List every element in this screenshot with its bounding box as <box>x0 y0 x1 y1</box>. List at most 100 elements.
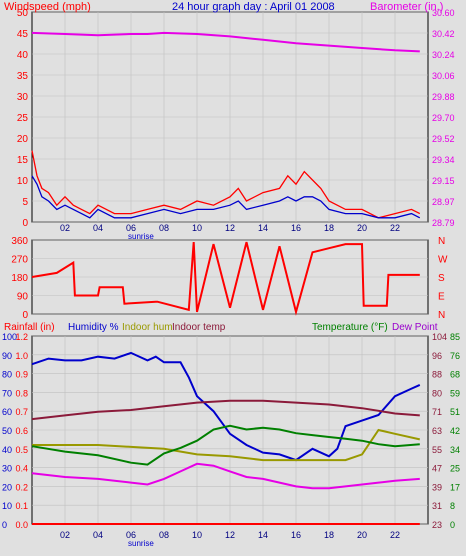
dew-point-tick-label: 8 <box>450 501 455 511</box>
rainfall-tick-label: 0.5 <box>15 445 28 455</box>
barometer-tick-label: 29.88 <box>432 92 455 102</box>
windspeed-tick-label: 50 <box>17 8 29 19</box>
dew-point-tick-label: 85 <box>450 332 460 342</box>
rainfall-tick-label: 0.9 <box>15 370 28 380</box>
temperature-tick-label: 104 <box>432 332 447 342</box>
humidity-tick-label: 40 <box>2 445 12 455</box>
compass-label: S <box>438 273 445 284</box>
hour-tick-label: 18 <box>324 223 334 233</box>
direction-degree-label: 90 <box>17 292 29 303</box>
windspeed-tick-label: 0 <box>22 218 28 229</box>
hour-tick-label: 14 <box>258 530 268 540</box>
legend-rainfall: Rainfall (in) <box>4 322 55 333</box>
dew-point-tick-label: 25 <box>450 464 460 474</box>
barometer-tick-label: 30.60 <box>432 8 455 18</box>
hour-tick-label: 16 <box>291 530 301 540</box>
legend-dew-point: Dew Point <box>392 322 438 333</box>
temperature-tick-label: 55 <box>432 445 442 455</box>
barometer-axis-title: Barometer (in.) <box>370 1 443 13</box>
dew-point-line <box>31 462 420 490</box>
hour-tick-label: 12 <box>225 530 235 540</box>
humidity-tick-label: 30 <box>2 464 12 474</box>
dew-point-tick-label: 34 <box>450 445 460 455</box>
barometer-tick-label: 29.70 <box>432 113 455 123</box>
windspeed-line <box>31 150 421 219</box>
temperature-tick-label: 23 <box>432 520 442 530</box>
dew-point-tick-label: 0 <box>450 520 455 530</box>
temperature-line <box>31 424 420 466</box>
rainfall-tick-label: 0.0 <box>15 520 28 530</box>
dew-point-tick-label: 17 <box>450 482 460 492</box>
barometer-line <box>31 31 420 53</box>
indoor-humidity-line <box>32 428 421 462</box>
windspeed-tick-label: 35 <box>17 71 29 82</box>
windspeed-axis-title: Windspeed (mph) <box>4 1 91 13</box>
temperature-tick-label: 80 <box>432 388 442 398</box>
wind-gust-line <box>31 175 421 219</box>
hour-tick-label: 08 <box>159 223 169 233</box>
hour-tick-label: 14 <box>258 223 268 233</box>
humidity-tick-label: 0 <box>2 520 7 530</box>
legend-temperature: Temperature (°F) <box>312 322 388 333</box>
windspeed-tick-label: 25 <box>17 113 29 124</box>
humidity-tick-label: 90 <box>2 351 12 361</box>
windspeed-tick-label: 15 <box>17 155 29 166</box>
temperature-tick-label: 88 <box>432 370 442 380</box>
temperature-tick-label: 39 <box>432 482 442 492</box>
rainfall-tick-label: 0.1 <box>15 501 28 511</box>
windspeed-tick-label: 40 <box>17 50 29 61</box>
hour-tick-label: 10 <box>192 223 202 233</box>
dew-point-tick-label: 42 <box>450 426 460 436</box>
compass-label: N <box>438 236 445 247</box>
hour-tick-label: 04 <box>93 530 103 540</box>
humidity-tick-label: 20 <box>2 482 12 492</box>
rainfall-tick-label: 0.8 <box>15 388 28 398</box>
temperature-tick-label: 96 <box>432 351 442 361</box>
rainfall-tick-label: 0.7 <box>15 407 28 417</box>
hour-tick-label: 06 <box>126 530 136 540</box>
barometer-tick-label: 30.06 <box>432 71 455 81</box>
windspeed-tick-label: 20 <box>17 134 29 145</box>
compass-label: E <box>438 292 445 303</box>
temperature-tick-label: 63 <box>432 426 442 436</box>
humidity-tick-label: 60 <box>2 407 12 417</box>
barometer-tick-label: 28.97 <box>432 197 455 207</box>
hour-tick-label: 22 <box>390 530 400 540</box>
hour-tick-label: 02 <box>60 530 70 540</box>
dew-point-tick-label: 76 <box>450 351 460 361</box>
barometer-tick-label: 29.52 <box>432 134 455 144</box>
hour-tick-label: 20 <box>357 530 367 540</box>
humidity-tick-label: 50 <box>2 426 12 436</box>
indoor-temp-line <box>31 399 420 421</box>
rainfall-tick-label: 1.2 <box>15 332 28 342</box>
compass-label: N <box>438 310 445 321</box>
legend-indoor-temp: Indoor temp <box>172 322 226 333</box>
barometer-tick-label: 30.42 <box>432 29 455 39</box>
temperature-tick-label: 47 <box>432 464 442 474</box>
compass-label: W <box>438 255 448 266</box>
hour-tick-label: 10 <box>192 530 202 540</box>
dew-point-tick-label: 59 <box>450 388 460 398</box>
barometer-tick-label: 30.24 <box>432 50 455 60</box>
direction-degree-label: 0 <box>22 310 28 321</box>
direction-degree-label: 180 <box>11 273 28 284</box>
hour-tick-label: 20 <box>357 223 367 233</box>
hour-tick-label: 22 <box>390 223 400 233</box>
barometer-tick-label: 29.34 <box>432 155 455 165</box>
rainfall-tick-label: 0.4 <box>15 464 28 474</box>
hour-tick-label: 18 <box>324 530 334 540</box>
legend-indoor-hum: Indoor hum <box>122 322 173 333</box>
hour-tick-label: 12 <box>225 223 235 233</box>
hour-tick-label: 16 <box>291 223 301 233</box>
barometer-tick-label: 29.15 <box>432 176 455 186</box>
barometer-tick-label: 28.79 <box>432 218 455 228</box>
wind-direction-line <box>31 241 420 316</box>
direction-degree-label: 360 <box>11 236 28 247</box>
direction-degree-label: 270 <box>11 255 28 266</box>
humidity-tick-label: 100 <box>2 332 17 342</box>
windspeed-tick-label: 5 <box>22 197 28 208</box>
sunrise-annotation: sunrise <box>128 232 154 241</box>
rainfall-tick-label: 1.0 <box>15 351 28 361</box>
windspeed-tick-label: 45 <box>17 29 29 40</box>
hour-tick-label: 02 <box>60 223 70 233</box>
